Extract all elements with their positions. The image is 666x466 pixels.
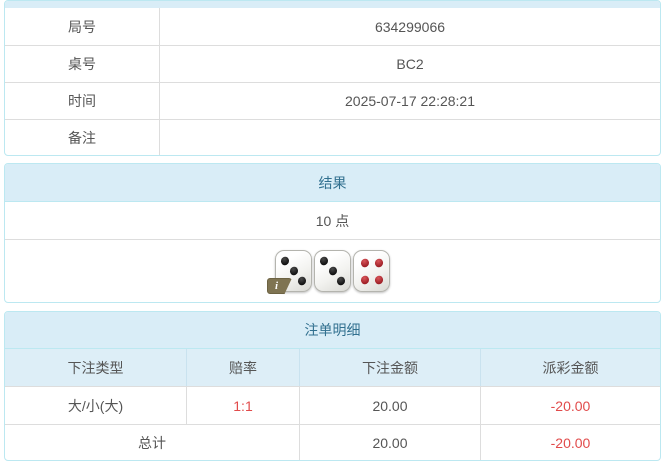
time-value: 2025-07-17 22:28:21 [345,93,475,109]
result-panel-title: 结果 [5,164,660,202]
info-row-label: 局号 [5,8,160,45]
bets-total-row: 总计 20.00 -20.00 [5,424,660,460]
die-pip [335,275,347,286]
die-pip [359,258,370,269]
bets-header-row: 下注类型 赔率 下注金额 派彩金额 [5,349,660,386]
bets-total-payout: -20.00 [550,434,591,451]
dice-row: i [5,240,660,302]
die-pip [327,265,338,277]
bets-col-header-odds: 赔率 [187,349,300,386]
die-1-face-3: i [267,250,312,294]
bet-row-amount: 20.00 [300,387,481,424]
bet-row-payout: -20.00 [550,397,591,414]
game-info-panel: 局号 634299066 桌号 BC2 时间 2025-07-17 22:28:… [4,0,661,156]
bet-row-odds: 1:1 [187,387,300,424]
info-row: 局号 634299066 [5,8,660,45]
bets-col-header-type: 下注类型 [5,349,187,386]
bets-total-label: 总计 [5,425,300,460]
die-3-face-4 [353,250,390,292]
bet-details-title: 注单明细 [5,312,660,349]
game-info-panel-header-strip [5,1,660,8]
die-pip [373,274,384,286]
die-2-face-3 [314,250,351,292]
info-row-label: 备注 [5,120,160,155]
info-row: 桌号 BC2 [5,45,660,82]
info-row: 备注 [5,119,660,155]
die-pip [279,256,291,267]
bets-total-amount: 20.00 [300,425,481,460]
info-row-label: 桌号 [5,46,160,82]
bets-col-header-amount: 下注金额 [300,349,481,386]
die-pip [373,258,384,269]
die-pip [318,256,330,267]
die-pip [296,275,308,286]
table-number-value: BC2 [396,56,424,72]
die-pip [359,274,370,286]
info-row-label: 时间 [5,83,160,119]
remark-value [160,120,660,155]
bets-col-header-payout: 派彩金额 [542,359,599,376]
result-points: 10 点 [5,202,660,240]
bet-details-panel: 注单明细 下注类型 赔率 下注金额 派彩金额 大/小(大) 1:1 20.00 … [4,311,661,461]
info-badge-icon[interactable]: i [267,278,292,294]
game-number-value: 634299066 [374,18,446,35]
info-row: 时间 2025-07-17 22:28:21 [5,82,660,119]
result-panel: 结果 10 点 i [4,163,661,303]
bet-row: 大/小(大) 1:1 20.00 -20.00 [5,386,660,424]
bet-row-type: 大/小(大) [5,387,187,424]
die-pip [288,265,299,277]
